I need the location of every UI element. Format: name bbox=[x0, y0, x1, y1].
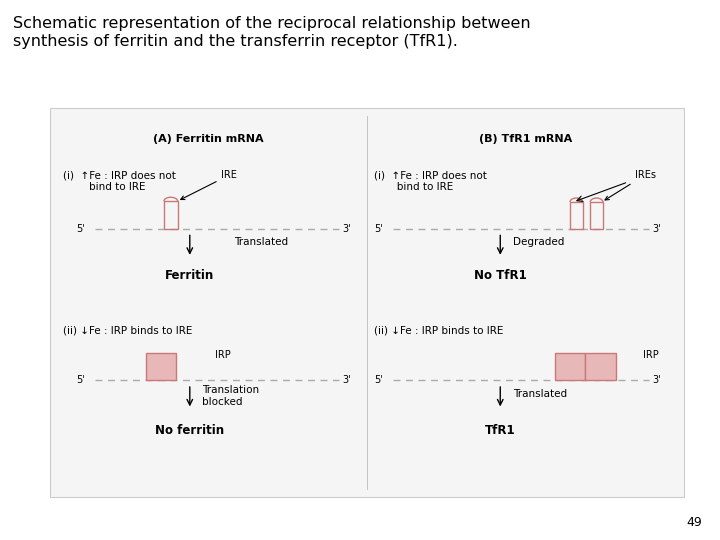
Text: Schematic representation of the reciprocal relationship between
synthesis of fer: Schematic representation of the reciproc… bbox=[13, 16, 531, 49]
Text: (ii) ↓Fe : IRP binds to IRE: (ii) ↓Fe : IRP binds to IRE bbox=[63, 326, 192, 336]
Bar bbox=[585, 353, 616, 380]
Text: No TfR1: No TfR1 bbox=[474, 269, 526, 282]
Text: (A) Ferritin mRNA: (A) Ferritin mRNA bbox=[153, 134, 264, 144]
Text: 3': 3' bbox=[342, 375, 351, 385]
Text: 5': 5' bbox=[76, 224, 85, 233]
Text: 49: 49 bbox=[686, 516, 702, 529]
Bar bbox=[590, 202, 603, 228]
Text: 5': 5' bbox=[374, 375, 383, 385]
Text: (B) TfR1 mRNA: (B) TfR1 mRNA bbox=[479, 134, 572, 144]
Bar bbox=[50, 108, 684, 497]
Text: (ii) ↓Fe : IRP binds to IRE: (ii) ↓Fe : IRP binds to IRE bbox=[374, 326, 503, 336]
Bar bbox=[146, 353, 176, 380]
Text: 5': 5' bbox=[374, 224, 383, 233]
Text: IRE: IRE bbox=[181, 170, 238, 199]
Text: (i)  ↑Fe : IRP does not
       bind to IRE: (i) ↑Fe : IRP does not bind to IRE bbox=[374, 170, 487, 192]
Text: Ferritin: Ferritin bbox=[165, 269, 215, 282]
Text: Translation
blocked: Translation blocked bbox=[202, 385, 260, 407]
Text: (i)  ↑Fe : IRP does not
        bind to IRE: (i) ↑Fe : IRP does not bind to IRE bbox=[63, 170, 176, 192]
Bar bbox=[164, 201, 178, 228]
Text: IREs: IREs bbox=[605, 170, 656, 200]
Text: 3': 3' bbox=[652, 224, 661, 233]
Text: IRP: IRP bbox=[643, 350, 659, 360]
Text: Translated: Translated bbox=[513, 389, 567, 399]
Text: IRP: IRP bbox=[215, 350, 231, 360]
Bar bbox=[554, 353, 585, 380]
Text: 3': 3' bbox=[342, 224, 351, 233]
Text: Degraded: Degraded bbox=[513, 237, 564, 247]
Text: 5': 5' bbox=[76, 375, 85, 385]
Bar bbox=[570, 202, 582, 228]
Text: 3': 3' bbox=[652, 375, 661, 385]
Text: TfR1: TfR1 bbox=[485, 424, 516, 437]
Text: Translated: Translated bbox=[234, 237, 288, 247]
Text: No ferritin: No ferritin bbox=[156, 424, 225, 437]
